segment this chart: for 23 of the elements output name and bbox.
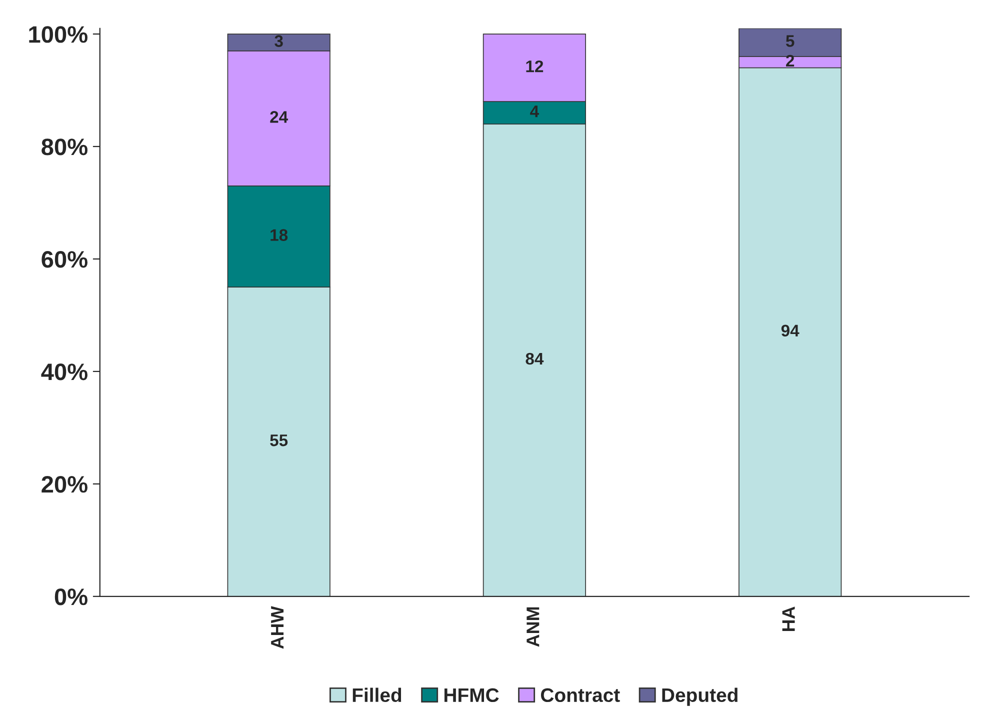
y-tick-label: 60%	[42, 251, 88, 268]
data-label: 94	[781, 324, 800, 337]
data-label: 3	[274, 35, 283, 47]
data-label: 5	[786, 35, 794, 47]
legend-label: Filled	[352, 688, 402, 702]
x-tick-label: HA	[782, 606, 795, 631]
legend-label: Contract	[540, 688, 620, 702]
y-tick-label: 0%	[54, 588, 88, 606]
y-tick-label: 20%	[42, 476, 88, 493]
y-tick-label: 100%	[29, 26, 88, 43]
data-label: 12	[526, 60, 544, 72]
data-label: 84	[526, 352, 544, 365]
data-label: 24	[270, 111, 288, 123]
data-label: 18	[270, 229, 288, 241]
y-tick-label: 40%	[41, 364, 88, 380]
x-tick-label: AHW	[271, 606, 284, 649]
legend-label: Deputed	[662, 688, 738, 706]
data-label: 4	[530, 106, 540, 118]
y-tick-label: 80%	[42, 138, 88, 156]
x-tick-label: ANM	[526, 607, 540, 647]
data-label: 2	[786, 54, 794, 66]
data-label: 55	[270, 434, 288, 446]
legend-label: HFMC	[444, 688, 499, 702]
